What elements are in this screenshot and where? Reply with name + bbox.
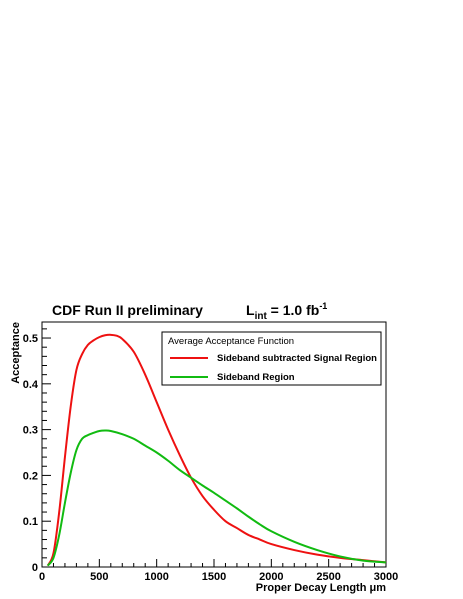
chart-header-left: CDF Run II preliminary bbox=[52, 302, 203, 318]
y-tick-label: 0.1 bbox=[23, 516, 38, 528]
x-axis-label: Proper Decay Length μm bbox=[256, 582, 386, 594]
y-tick-label: 0.2 bbox=[23, 470, 38, 482]
legend-entry-signal: Sideband subtracted Signal Region bbox=[217, 353, 377, 364]
legend-entry-sideband: Sideband Region bbox=[217, 372, 295, 383]
x-tick-label: 1000 bbox=[144, 571, 168, 583]
series-line-signal bbox=[46, 333, 387, 567]
legend: Average Acceptance Function Sideband sub… bbox=[161, 331, 382, 386]
x-tick-label: 500 bbox=[90, 571, 108, 583]
x-tick-label: 2500 bbox=[316, 571, 340, 583]
y-tick-label: 0 bbox=[32, 562, 38, 574]
series-line-sideband bbox=[46, 429, 387, 567]
data-series bbox=[46, 333, 387, 567]
x-tick-label: 1500 bbox=[202, 571, 226, 583]
chart-header-lumi: Lint = 1.0 fb-1 bbox=[246, 301, 327, 322]
axis-ticks bbox=[41, 328, 387, 568]
y-tick-label: 0.3 bbox=[23, 425, 38, 437]
x-tick-label: 2000 bbox=[259, 571, 283, 583]
y-tick-label: 0.4 bbox=[23, 379, 39, 391]
axis-tick-labels: 0 500 1000 1500 2000 2500 3000 0 0.1 0.2 0.3 0.4 0.5 bbox=[23, 333, 399, 583]
x-tick-label: 3000 bbox=[374, 571, 398, 583]
y-tick-label: 0.5 bbox=[23, 333, 38, 345]
x-tick-label: 0 bbox=[39, 571, 45, 583]
y-axis-label: Acceptance bbox=[10, 322, 22, 384]
legend-title: Average Acceptance Function bbox=[168, 336, 294, 347]
